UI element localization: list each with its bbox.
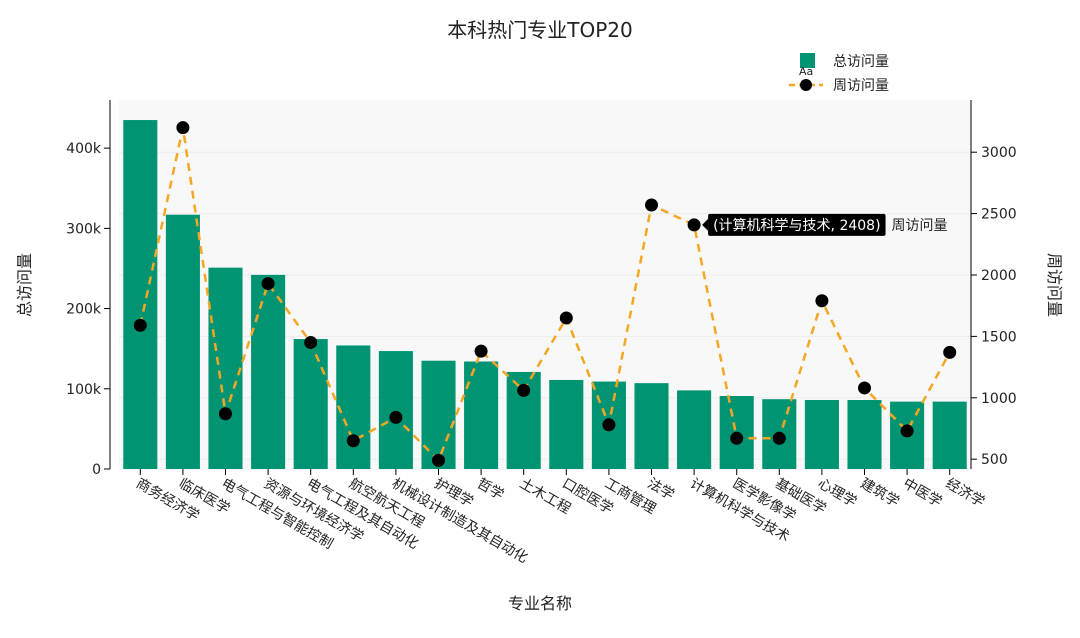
legend[interactable]: 总访问量 Aa 周访问量: [789, 53, 889, 94]
line-marker: [517, 383, 531, 397]
hover-tooltip: (计算机科学与技术, 2408) 周访问量: [702, 213, 948, 236]
y2-tick-label: 500: [981, 452, 1008, 468]
line-marker: [474, 344, 488, 358]
x-tick-label: 经济学: [943, 476, 987, 511]
y2-axis-title: 周访问量: [1045, 253, 1064, 317]
y2-tick-label: 3000: [981, 145, 1017, 161]
line-marker: [602, 418, 616, 432]
y-tick-label: 0: [92, 462, 101, 478]
bar: [123, 120, 158, 469]
legend-bar-label: 总访问量: [833, 54, 889, 70]
y-tick-label: 200k: [66, 302, 102, 318]
line-marker: [645, 198, 658, 212]
legend-line-label: 周访问量: [833, 78, 889, 94]
bar: [677, 390, 712, 469]
line-marker: [432, 453, 445, 467]
y2-tick-label: 1500: [981, 329, 1017, 345]
bar-series: [123, 120, 967, 469]
line-marker: [815, 294, 829, 308]
line-marker: [559, 311, 573, 325]
y2-tick-label: 2000: [981, 268, 1017, 284]
bar: [251, 274, 286, 469]
tooltip-label: (计算机科学与技术, 2408): [713, 218, 880, 234]
bar: [165, 214, 200, 469]
bar: [336, 345, 371, 469]
chart-title: 本科热门专业TOP20: [447, 18, 632, 42]
legend-line-marker: [800, 79, 812, 91]
bar: [847, 400, 882, 469]
bar: [549, 379, 584, 469]
x-axis-title: 专业名称: [508, 594, 572, 613]
line-marker: [389, 410, 403, 424]
line-marker: [730, 431, 744, 445]
bar: [378, 351, 413, 469]
y-tick-label: 100k: [66, 382, 102, 398]
line-marker: [346, 434, 360, 448]
line-marker: [772, 431, 786, 445]
y-tick-label: 300k: [66, 221, 102, 237]
x-tick-label: 建筑学: [858, 476, 902, 511]
line-path: [139, 127, 951, 463]
bar: [464, 361, 499, 469]
line-marker: [133, 318, 147, 332]
bar: [932, 401, 967, 469]
tooltip-box: [708, 213, 886, 236]
bar: [804, 400, 839, 469]
line-marker: [176, 121, 190, 135]
legend-bar-swatch: [800, 53, 815, 68]
line-series: [133, 121, 957, 467]
bar: [208, 267, 243, 469]
bar: [421, 360, 456, 469]
y-axis-title: 总访问量: [15, 253, 34, 317]
tooltip-series-name: 周访问量: [892, 218, 948, 234]
line-marker: [943, 345, 957, 359]
plot-background: [119, 100, 971, 470]
line-marker: [858, 381, 871, 395]
y-tick-label: 400k: [66, 141, 102, 157]
x-tick-label: 哲学: [474, 476, 506, 504]
bar: [293, 339, 328, 469]
y2-tick-label: 2500: [981, 207, 1017, 223]
tooltip-pointer: [702, 218, 709, 231]
bar: [634, 383, 669, 469]
line-marker: [261, 277, 275, 291]
x-tick-label: 中医学: [900, 476, 944, 511]
legend-hint-glyph: Aa: [799, 65, 813, 78]
line-marker: [687, 218, 701, 232]
line-marker: [219, 407, 232, 421]
y2-tick-label: 1000: [981, 391, 1017, 407]
line-marker: [900, 424, 914, 438]
line-marker: [304, 336, 318, 350]
